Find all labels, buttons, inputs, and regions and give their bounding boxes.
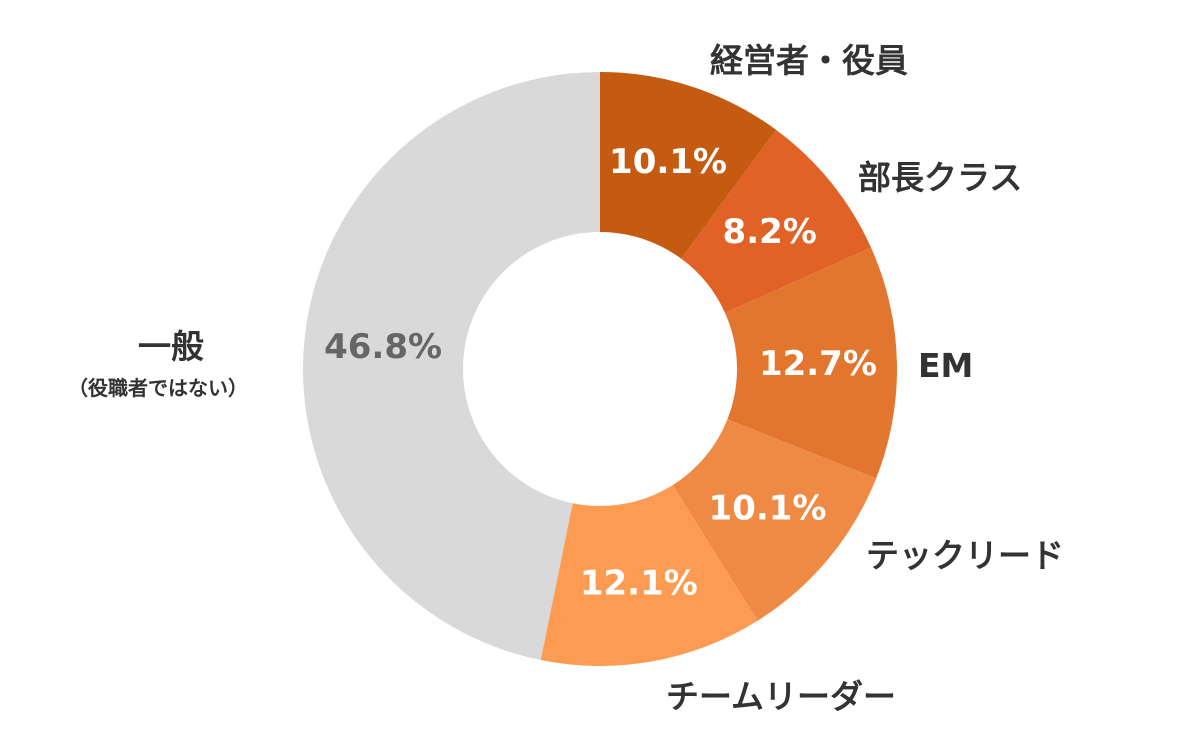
donut-slice-3 (672, 419, 877, 621)
category-sublabel-general: （役職者ではない） (68, 376, 248, 400)
donut-slices (303, 72, 897, 666)
slice-percent-label-5: 46.8% (324, 327, 442, 367)
slice-percent-label-1: 8.2% (723, 212, 817, 252)
donut-slice-0 (600, 72, 777, 259)
percent-labels: 10.1% 8.2% 12.7% 10.1% 12.1% 46.8% (324, 142, 877, 604)
donut-slice-2 (725, 247, 897, 479)
category-label-tech-lead: テックリード (866, 536, 1064, 575)
slice-percent-label-0: 10.1% (609, 142, 727, 182)
donut-slice-4 (540, 485, 758, 666)
category-label-director: 部長クラス (858, 158, 1023, 197)
slice-percent-label-2: 12.7% (759, 344, 877, 384)
slice-percent-label-4: 12.1% (580, 564, 698, 604)
donut-slice-1 (681, 129, 872, 314)
slice-percent-label-3: 10.1% (709, 488, 827, 528)
category-label-general: 一般 (138, 327, 204, 366)
category-label-executives: 経営者・役員 (710, 41, 908, 80)
donut-slice-5 (303, 72, 600, 661)
category-label-team-leader: チームリーダー (666, 677, 897, 716)
category-label-em: EM (918, 346, 974, 385)
